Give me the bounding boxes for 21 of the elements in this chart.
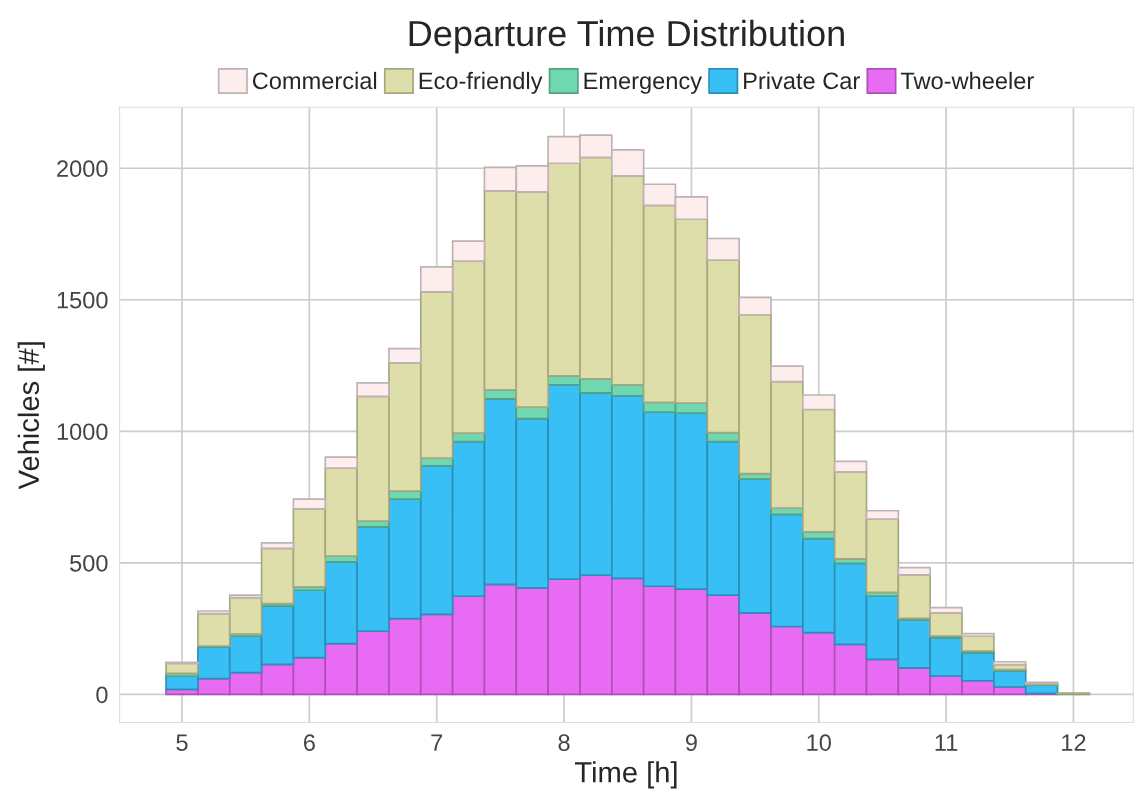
y-tick-label: 1000 bbox=[57, 423, 108, 441]
x-tick-label: 10 bbox=[807, 734, 831, 751]
x-tick-label: 5 bbox=[176, 734, 188, 751]
legend-label: Two-wheeler bbox=[900, 71, 1034, 90]
y-axis-title: Vehicles [#] bbox=[17, 342, 45, 490]
y-tick-label: 1500 bbox=[57, 291, 108, 309]
x-tick-label: 12 bbox=[1062, 734, 1086, 751]
legend-label: Private Car bbox=[744, 71, 860, 90]
x-tick-label: 11 bbox=[935, 734, 958, 751]
legend-label: Commercial bbox=[252, 71, 377, 90]
x-tick-label: 7 bbox=[431, 734, 443, 751]
legend-label: Emergency bbox=[584, 72, 702, 94]
legend-label: Eco-friendly bbox=[419, 71, 543, 94]
y-tick-label: 2000 bbox=[57, 160, 108, 178]
x-tick-label: 9 bbox=[685, 734, 697, 751]
x-tick-label: 6 bbox=[303, 734, 315, 751]
y-tick-label: 0 bbox=[96, 686, 108, 704]
y-tick-label: 500 bbox=[70, 554, 108, 572]
chart-title: Departure Time Distribution bbox=[409, 19, 844, 54]
x-axis-title: Time [h] bbox=[574, 761, 677, 789]
x-tick-label: 8 bbox=[558, 734, 570, 751]
